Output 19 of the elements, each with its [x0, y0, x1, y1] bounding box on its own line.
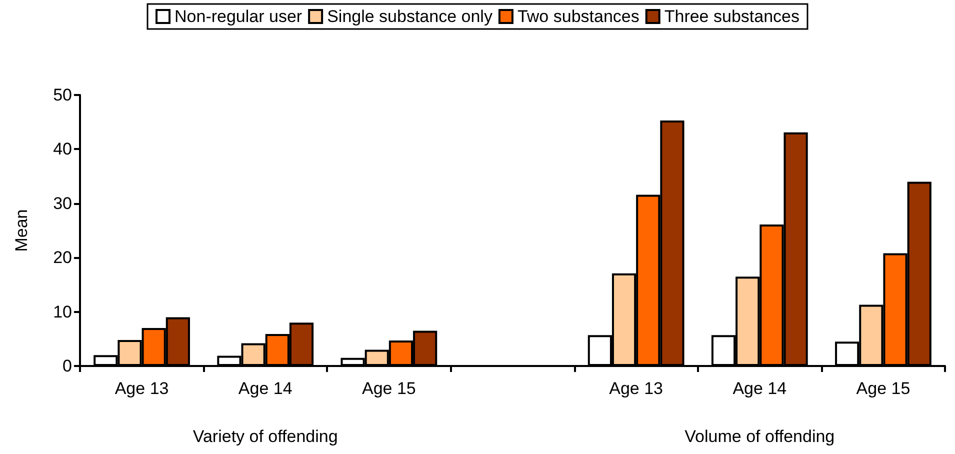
y-axis-title: Mean: [12, 209, 31, 252]
y-tick-label: 40: [53, 140, 72, 159]
x-tick-label: Age 13: [609, 379, 664, 398]
x-tick-label: Age 14: [732, 379, 787, 398]
x-tick-label: Age 14: [238, 379, 292, 398]
legend-label: Two substances: [517, 7, 640, 26]
x-tick-label: Age 15: [856, 379, 910, 398]
y-tick-label: 30: [53, 194, 72, 213]
x-tick-label: Age 15: [362, 379, 416, 398]
text: Variety of offending: [192, 427, 338, 446]
text: Volume of offending: [684, 427, 835, 446]
legend-label: Single substance only: [327, 7, 493, 26]
y-tick-label: 20: [53, 248, 72, 268]
legend-label: Three substances: [664, 7, 800, 26]
x-tick-label: Age 13: [114, 379, 169, 398]
y-tick-label: 0: [62, 356, 72, 376]
legend-label: Non-regular user: [174, 7, 302, 26]
y-tick-label: 10: [53, 302, 72, 322]
y-tick-label: 50: [53, 86, 72, 104]
